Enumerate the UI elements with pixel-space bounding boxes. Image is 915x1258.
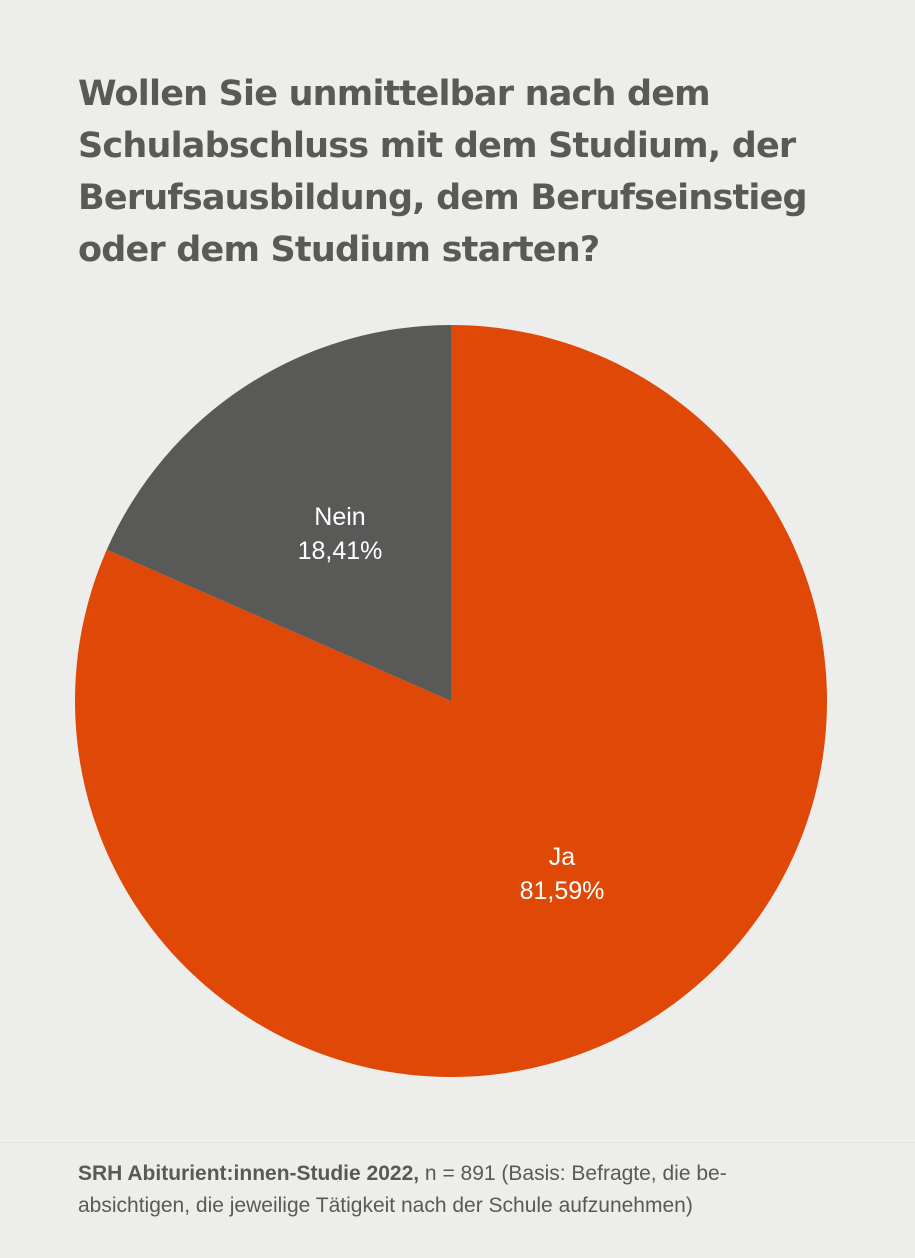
slice-value-label-ja: 81,59%: [520, 877, 605, 905]
slice-label-ja: Ja: [549, 843, 576, 871]
footer-note-line-2: absichtigen, die jeweilige Tätigkeit nac…: [78, 1194, 693, 1217]
pie-slice-ja: [74, 325, 828, 1078]
footer-source: SRH Abiturient:innen-Studie 2022,: [78, 1162, 420, 1185]
footer-note-line-1: n = 891 (Basis: Befragte, die be-: [419, 1162, 727, 1185]
slice-label-nein: Nein: [314, 503, 365, 531]
chart-title: Wollen Sie unmittelbar nach dem Schulabs…: [78, 74, 808, 270]
slice-value-label-nein: 18,41%: [298, 537, 383, 565]
pie-slice-nein: [106, 325, 451, 701]
footer-note: SRH Abiturient:innen-Studie 2022, n = 89…: [78, 1158, 878, 1222]
footer-divider: [0, 1142, 915, 1143]
